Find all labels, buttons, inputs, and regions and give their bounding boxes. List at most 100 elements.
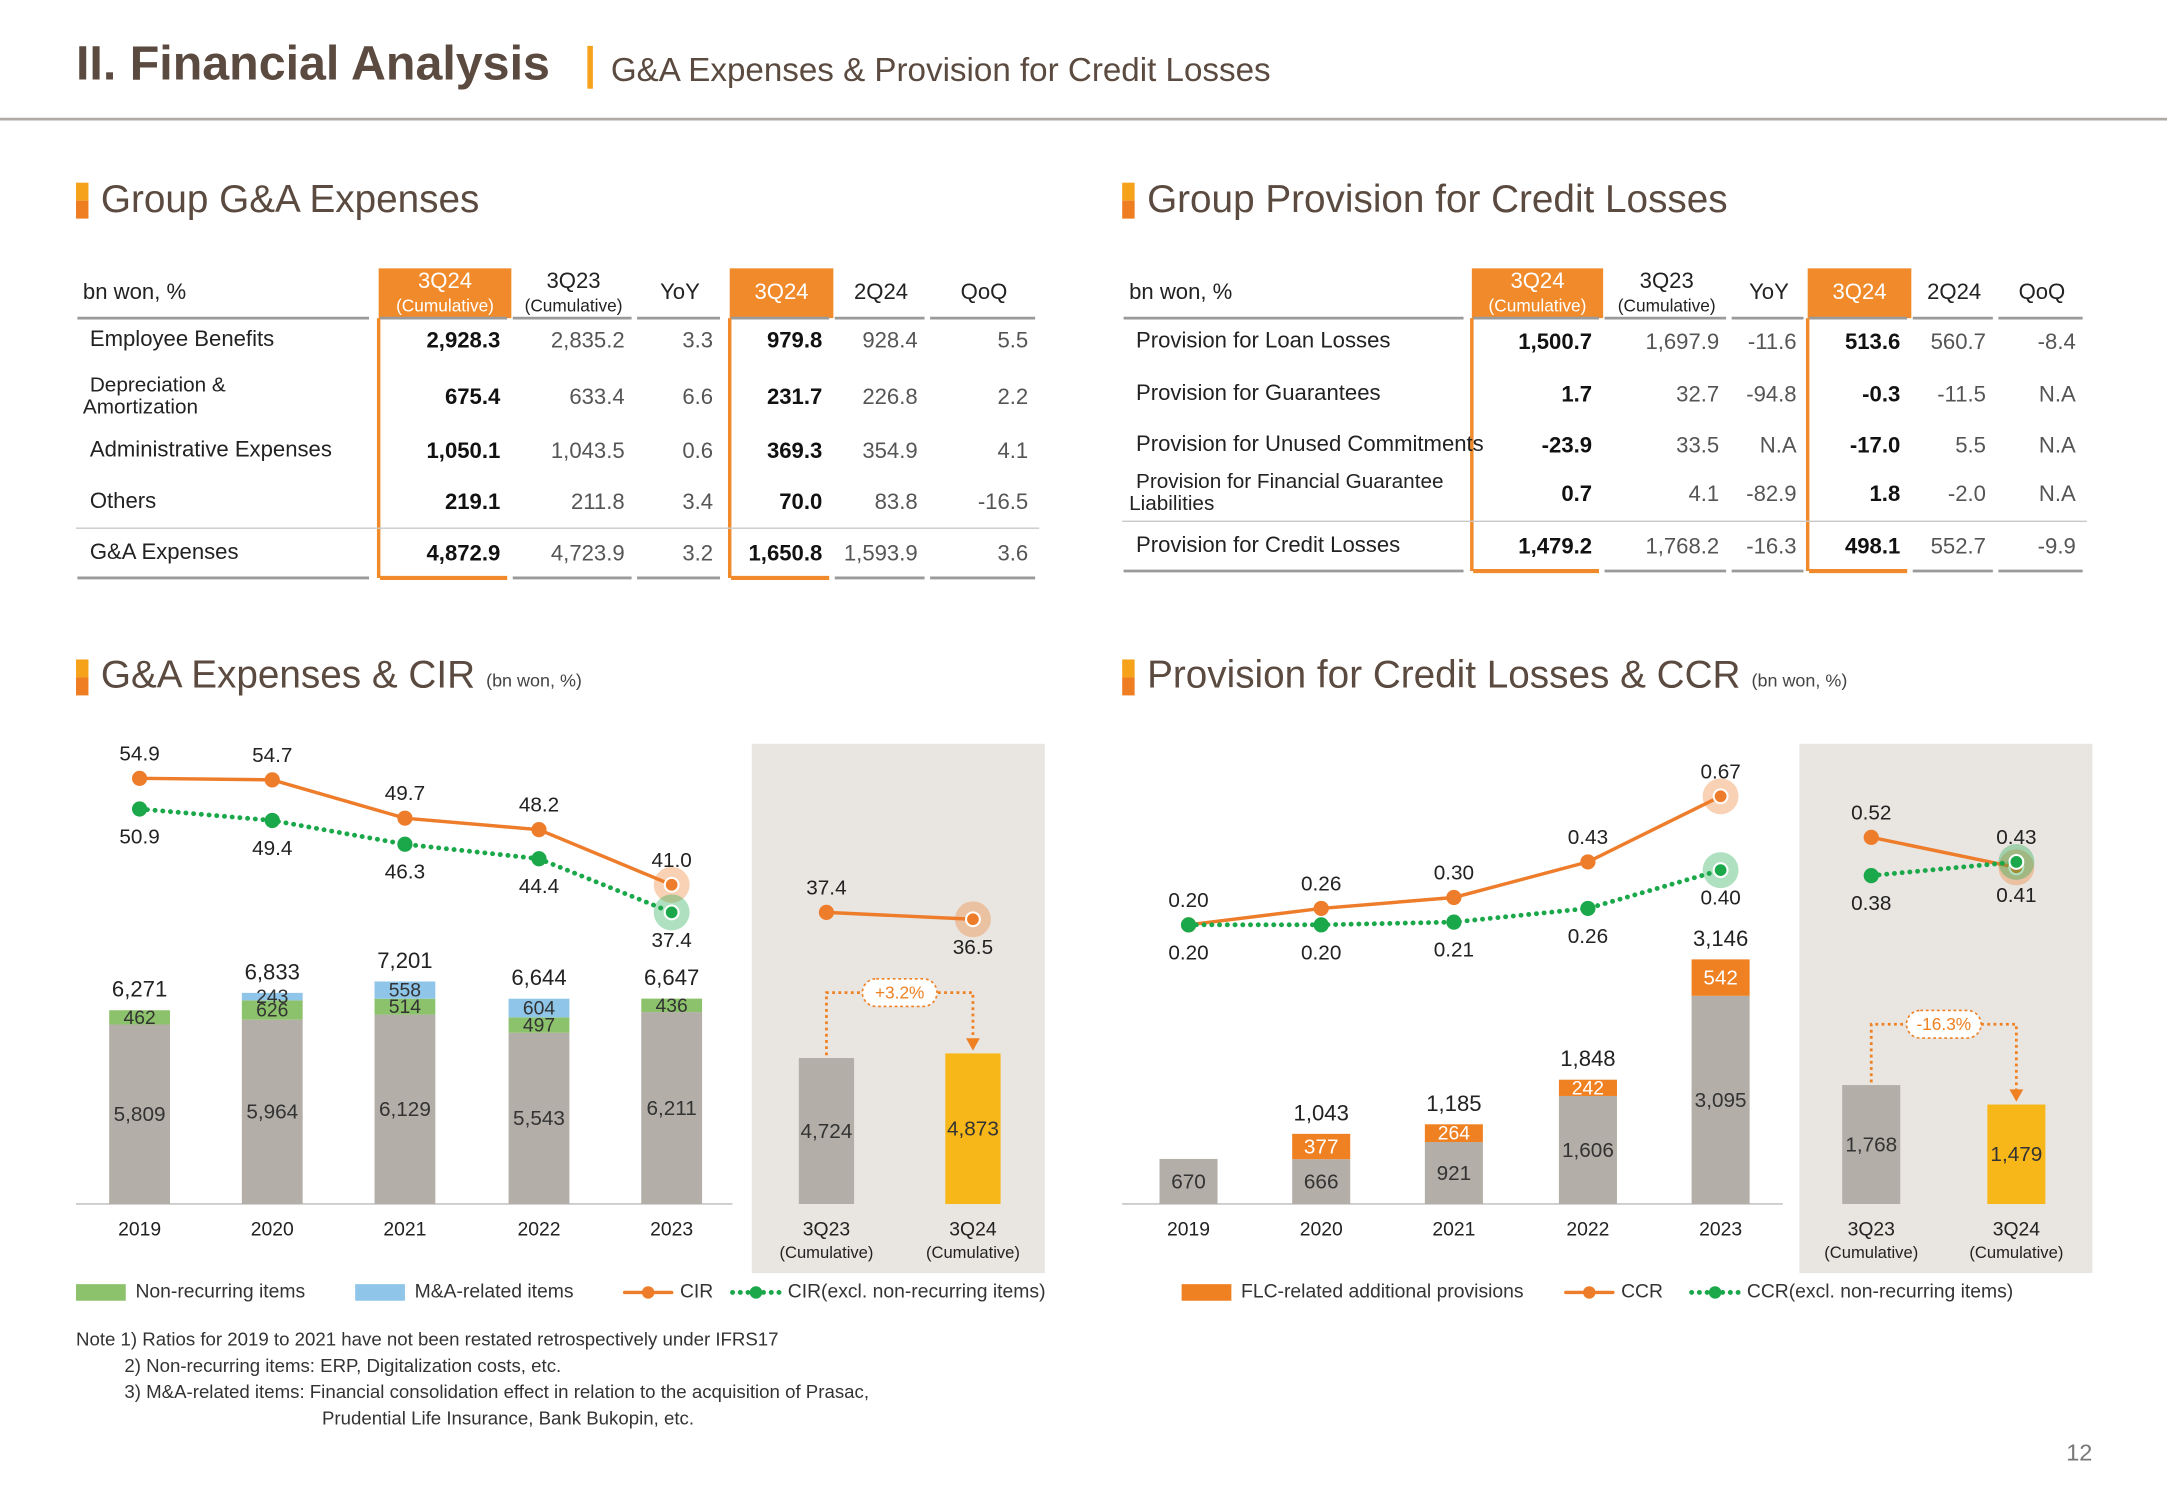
legend-label: Non-recurring items xyxy=(135,1281,305,1303)
cell-value: 226.8 xyxy=(862,384,917,409)
cell-value: 6.6 xyxy=(682,384,713,409)
bar-label: 6,129 xyxy=(379,1098,431,1121)
point xyxy=(397,836,413,852)
total-label: 7,201 xyxy=(377,948,432,973)
ratio-label: 0.67 xyxy=(1700,760,1740,783)
column-header: YoY xyxy=(660,279,700,304)
bar-segment xyxy=(374,981,436,999)
x-tick-label: 3Q24 xyxy=(949,1218,997,1240)
point xyxy=(397,810,413,826)
x-tick-label: (Cumulative) xyxy=(926,1243,1020,1262)
cell-value: 675.4 xyxy=(445,384,501,409)
header-highlight xyxy=(378,268,512,319)
ratio-label: 0.43 xyxy=(1568,826,1608,849)
bar-label: 514 xyxy=(389,996,421,1018)
total-label: 6,647 xyxy=(644,965,699,990)
bar-label: 6,211 xyxy=(647,1097,697,1120)
bar-segment xyxy=(1424,1124,1483,1143)
bar-label: 666 xyxy=(1304,1170,1339,1193)
bar-label: 497 xyxy=(523,1015,555,1037)
total-label: 1,185 xyxy=(1426,1091,1481,1116)
x-tick-label: 2020 xyxy=(1300,1218,1343,1240)
cell-value: -16.3 xyxy=(1746,533,1796,558)
cell-value: 1,043.5 xyxy=(551,438,625,463)
cell-value: N.A xyxy=(2039,381,2076,406)
section-title: Group Provision for Credit Losses xyxy=(1147,178,1728,221)
column-header: (Cumulative) xyxy=(1489,296,1587,316)
ratio-label: 0.30 xyxy=(1434,861,1474,884)
bar-label: 4,873 xyxy=(947,1118,999,1141)
cell-value: 513.6 xyxy=(1845,329,1900,354)
change-label: +3.2% xyxy=(875,983,924,1003)
row-label: Provision for Guarantees xyxy=(1136,380,1381,405)
ratio-label: 0.41 xyxy=(1996,884,2036,907)
section-marker xyxy=(76,200,89,219)
ratio-line-dotted xyxy=(1868,859,2019,879)
column-header: QoQ xyxy=(961,279,1008,304)
bar-segment xyxy=(1292,1133,1351,1160)
x-tick-label: 2021 xyxy=(1432,1218,1475,1240)
row-label: Depreciation & xyxy=(90,373,226,396)
cell-value: 1,768.2 xyxy=(1645,533,1719,558)
x-tick-label: (Cumulative) xyxy=(1824,1243,1918,1262)
legend-label: CIR xyxy=(680,1281,713,1303)
cell-value: 4,872.9 xyxy=(427,540,501,565)
point xyxy=(531,822,547,838)
ratio-label: 36.5 xyxy=(953,936,993,959)
title-divider xyxy=(587,45,593,89)
cell-value: 70.0 xyxy=(779,489,822,514)
ratio-line-dotted xyxy=(137,806,675,915)
bar-label: 436 xyxy=(656,995,688,1017)
ratio-label: 37.4 xyxy=(651,929,691,952)
ratio-label: 41.0 xyxy=(651,849,691,872)
cell-value: 3.4 xyxy=(682,489,713,514)
total-label: 1,043 xyxy=(1294,1100,1349,1125)
bar-segment xyxy=(1159,1158,1218,1204)
cell-value: 32.7 xyxy=(1676,381,1719,406)
cell-value: -2.0 xyxy=(1948,481,1986,506)
bar-segment xyxy=(1424,1142,1483,1204)
cell-value: 4.1 xyxy=(1688,481,1719,506)
bar-segment xyxy=(1691,959,1750,996)
cell-value: 560.7 xyxy=(1931,329,1986,354)
change-bracket xyxy=(825,991,975,1056)
point xyxy=(1712,862,1729,879)
column-header: 3Q24 xyxy=(418,268,472,293)
bar-label: 4,724 xyxy=(801,1120,853,1143)
chart-unit: (bn won, %) xyxy=(486,670,582,690)
cell-value: -11.5 xyxy=(1937,381,1986,406)
cell-value: -8.4 xyxy=(2038,329,2076,354)
bar-segment xyxy=(1558,1079,1617,1096)
bar-segment xyxy=(109,1010,170,1025)
column-header: (Cumulative) xyxy=(525,296,623,316)
ratio-label: 0.20 xyxy=(1168,889,1208,912)
bar-label: 377 xyxy=(1304,1135,1339,1158)
ratio-label: 0.40 xyxy=(1700,887,1740,910)
row-label: Provision for Credit Losses xyxy=(1136,532,1400,557)
cell-value: 3.2 xyxy=(682,540,713,565)
section-marker xyxy=(1122,677,1135,696)
cell-value: 5.5 xyxy=(997,327,1028,352)
point xyxy=(531,851,547,867)
bar-label: 921 xyxy=(1437,1162,1472,1185)
cell-value: -9.9 xyxy=(2038,533,2076,558)
ratio-label: 37.4 xyxy=(806,876,846,899)
column-header: 3Q24 xyxy=(1832,279,1886,304)
point xyxy=(663,904,680,921)
page-subtitle: G&A Expenses & Provision for Credit Loss… xyxy=(611,52,1271,89)
ratio-label: 0.26 xyxy=(1568,925,1608,948)
bar-label: 264 xyxy=(1438,1123,1470,1145)
cell-value: 211.8 xyxy=(571,489,625,514)
bar-label: 5,543 xyxy=(513,1107,565,1130)
ratio-label: 46.3 xyxy=(385,861,425,884)
cell-value: 2,928.3 xyxy=(427,327,501,352)
chart-title: G&A Expenses & CIR xyxy=(101,654,475,697)
ratio-label: 49.7 xyxy=(385,782,425,805)
cell-value: 2,835.2 xyxy=(551,327,625,352)
section-marker xyxy=(76,182,89,201)
bar-label: 243 xyxy=(256,986,288,1008)
point xyxy=(1446,914,1462,930)
column-header: bn won, % xyxy=(1129,279,1232,304)
point xyxy=(1580,854,1596,870)
bar-label: 1,479 xyxy=(1990,1143,2042,1166)
